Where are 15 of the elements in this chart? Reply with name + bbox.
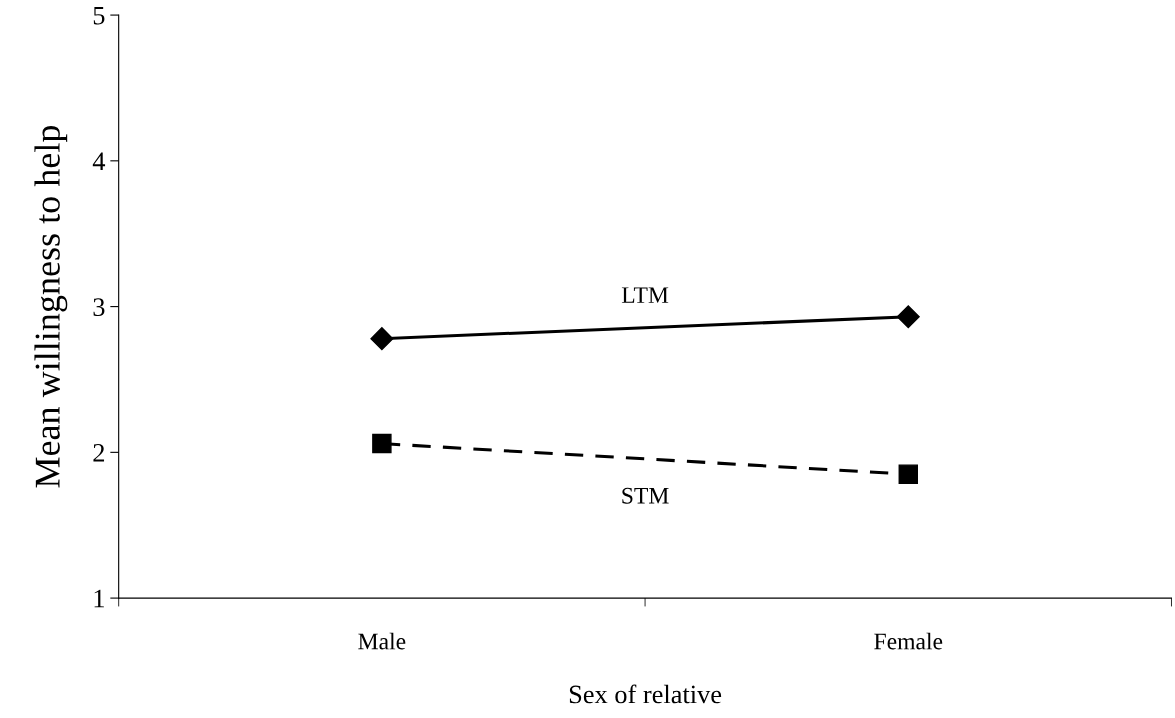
y-tick-label: 5	[93, 6, 105, 25]
y-tick-label: 4	[92, 152, 106, 170]
y-tick-label: 3	[93, 298, 105, 316]
x-tick-label: Female	[874, 632, 943, 650]
y-tick-label: 1	[94, 589, 104, 608]
y-tick-label: 2	[93, 444, 105, 462]
x-axis-title: Sex of relative	[569, 684, 722, 704]
point	[372, 433, 392, 454]
point	[898, 464, 918, 484]
series-label: STM	[622, 487, 669, 504]
series-label: LTM	[621, 287, 669, 303]
x-tick-label: Male	[358, 632, 406, 650]
y-axis-title: Mean willingness to help	[34, 125, 68, 488]
point	[896, 305, 920, 329]
point	[370, 327, 394, 351]
